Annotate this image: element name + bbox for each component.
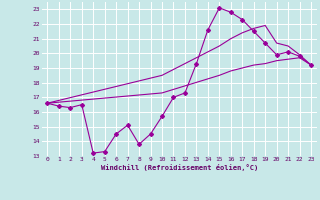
- X-axis label: Windchill (Refroidissement éolien,°C): Windchill (Refroidissement éolien,°C): [100, 164, 258, 171]
